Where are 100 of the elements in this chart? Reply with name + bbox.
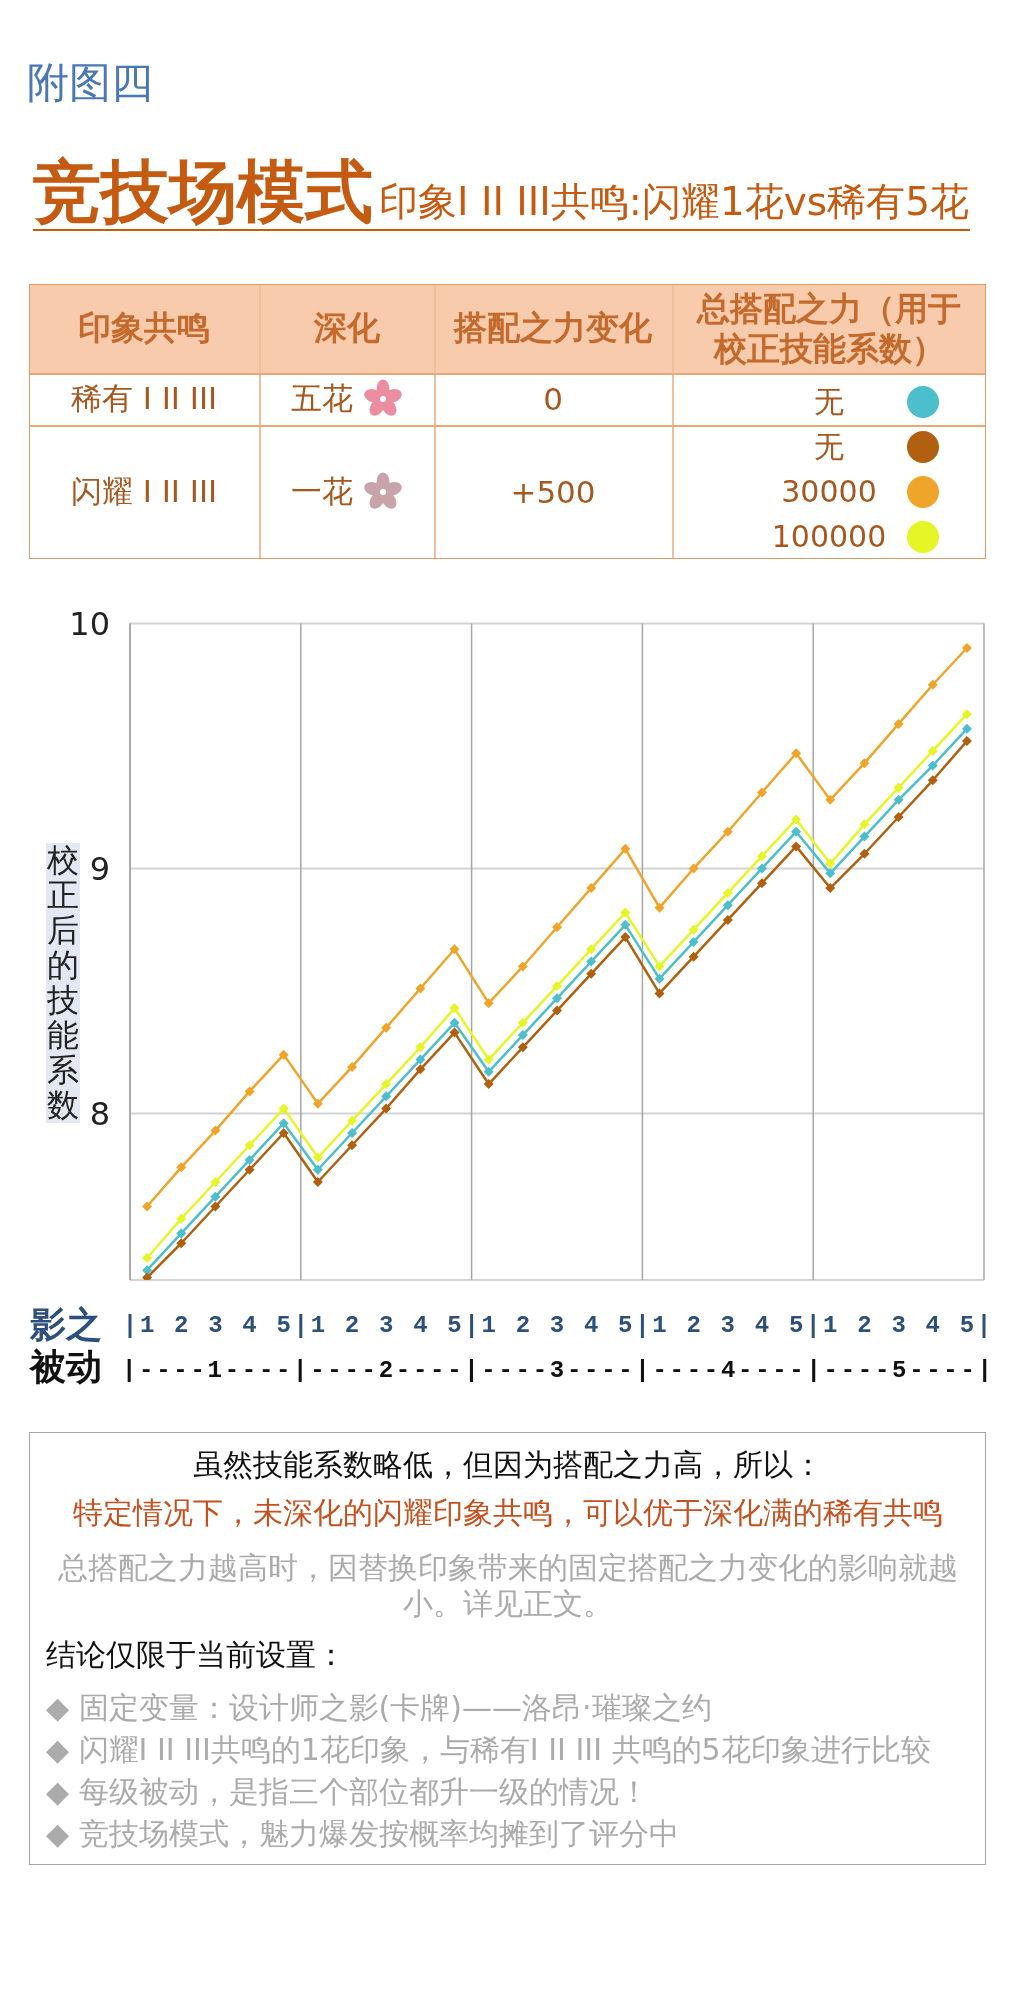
point (449, 1003, 460, 1014)
point (825, 868, 836, 879)
point (312, 1152, 323, 1163)
point (278, 1103, 289, 1114)
point (825, 883, 836, 894)
point (961, 736, 972, 747)
point (722, 900, 733, 911)
x-tick-label: 4 (413, 1312, 428, 1340)
point (210, 1201, 221, 1212)
x-tick-label: 4 (242, 1312, 257, 1340)
point (483, 1079, 494, 1090)
x-tick-label: 3 (208, 1312, 223, 1340)
text: ◆ 固定变量：设计师之影(卡牌)——洛昂·璀璨之约 (46, 1689, 713, 1727)
text: 附图四 (27, 58, 153, 107)
x-tick-label: 3 (379, 1312, 394, 1340)
legend-label: 无 (813, 428, 845, 466)
point (961, 709, 972, 720)
point (517, 1030, 528, 1041)
point (586, 968, 597, 979)
point (483, 998, 494, 1009)
text: 被动 (30, 1346, 102, 1387)
x-tick-label: 2 (515, 1312, 531, 1340)
point (142, 1252, 153, 1263)
point (449, 1027, 460, 1038)
point (586, 883, 597, 894)
point (552, 922, 562, 933)
point (654, 988, 665, 999)
point (449, 1017, 460, 1028)
point (859, 758, 870, 769)
x-tick-label: 2 (174, 1312, 189, 1340)
point (176, 1213, 187, 1224)
point (483, 1054, 494, 1065)
point (927, 745, 938, 756)
point (859, 819, 870, 830)
y-tick-label: 10 (69, 604, 110, 643)
text: 深化 (312, 307, 381, 349)
point (483, 1066, 494, 1077)
point (552, 981, 562, 992)
point (586, 956, 597, 967)
point (722, 826, 733, 837)
point (347, 1061, 358, 1072)
point (927, 679, 938, 690)
x-tick-label: 2 (857, 1312, 872, 1340)
point (381, 1022, 392, 1033)
text: 影之 (30, 1304, 102, 1345)
point (688, 863, 699, 874)
point (244, 1086, 255, 1097)
point (552, 993, 562, 1004)
point (620, 932, 631, 943)
point (278, 1128, 289, 1139)
point (961, 723, 972, 734)
point (210, 1125, 221, 1136)
x-tick-label: 3 (549, 1312, 565, 1340)
x-tick-label: 1 (139, 1312, 155, 1340)
x-tick-label: 4 (754, 1312, 770, 1340)
point (176, 1238, 187, 1249)
point (756, 863, 767, 874)
text: 五花 (290, 379, 353, 418)
x-tick-label: 2 (686, 1312, 701, 1340)
point (381, 1103, 392, 1114)
point (415, 1054, 426, 1065)
point (517, 961, 528, 972)
legend-title: 总搭配之力（用于校正技能系数） (695, 288, 962, 369)
point (278, 1049, 289, 1060)
point (654, 961, 665, 972)
point (654, 902, 665, 913)
text: ◆ 竞技场模式，魅力爆发按概率均摊到了评分中 (46, 1815, 680, 1853)
x-tick-label: 1 (823, 1312, 838, 1340)
point (312, 1177, 323, 1188)
point (791, 748, 802, 759)
point (756, 851, 767, 862)
point (893, 794, 904, 805)
text: 搭配之力变化 (452, 307, 653, 349)
point (142, 1272, 153, 1280)
text: 虽然技能系数略低，但因为搭配之力高，所以： (191, 1447, 824, 1483)
x-tick-label: 5 (618, 1312, 633, 1340)
chart-subtitle: 印象I II III共鸣:闪耀1花vs稀有5花 (379, 178, 969, 226)
point (927, 760, 938, 771)
point (415, 1064, 426, 1075)
point (620, 843, 631, 854)
text: +500 (510, 474, 596, 510)
x-tick-label: 1 (652, 1312, 667, 1340)
chart-title: 竞技场模式 (33, 152, 373, 231)
point (244, 1140, 255, 1151)
text: 特定情况下，未深化的闪耀印象共鸣，可以优于深化满的稀有共鸣 (71, 1495, 944, 1531)
point (312, 1164, 323, 1175)
x-tick-label: 1 (481, 1312, 496, 1340)
point (722, 887, 733, 898)
point (415, 983, 426, 994)
point (825, 858, 836, 869)
point (961, 643, 972, 653)
point (244, 1154, 255, 1165)
text: 稀有 I II III (70, 379, 218, 418)
point (415, 1042, 426, 1053)
point (278, 1118, 289, 1129)
point (176, 1162, 187, 1173)
point (586, 944, 597, 955)
point (517, 1042, 528, 1053)
point (722, 914, 733, 925)
point (381, 1091, 392, 1102)
